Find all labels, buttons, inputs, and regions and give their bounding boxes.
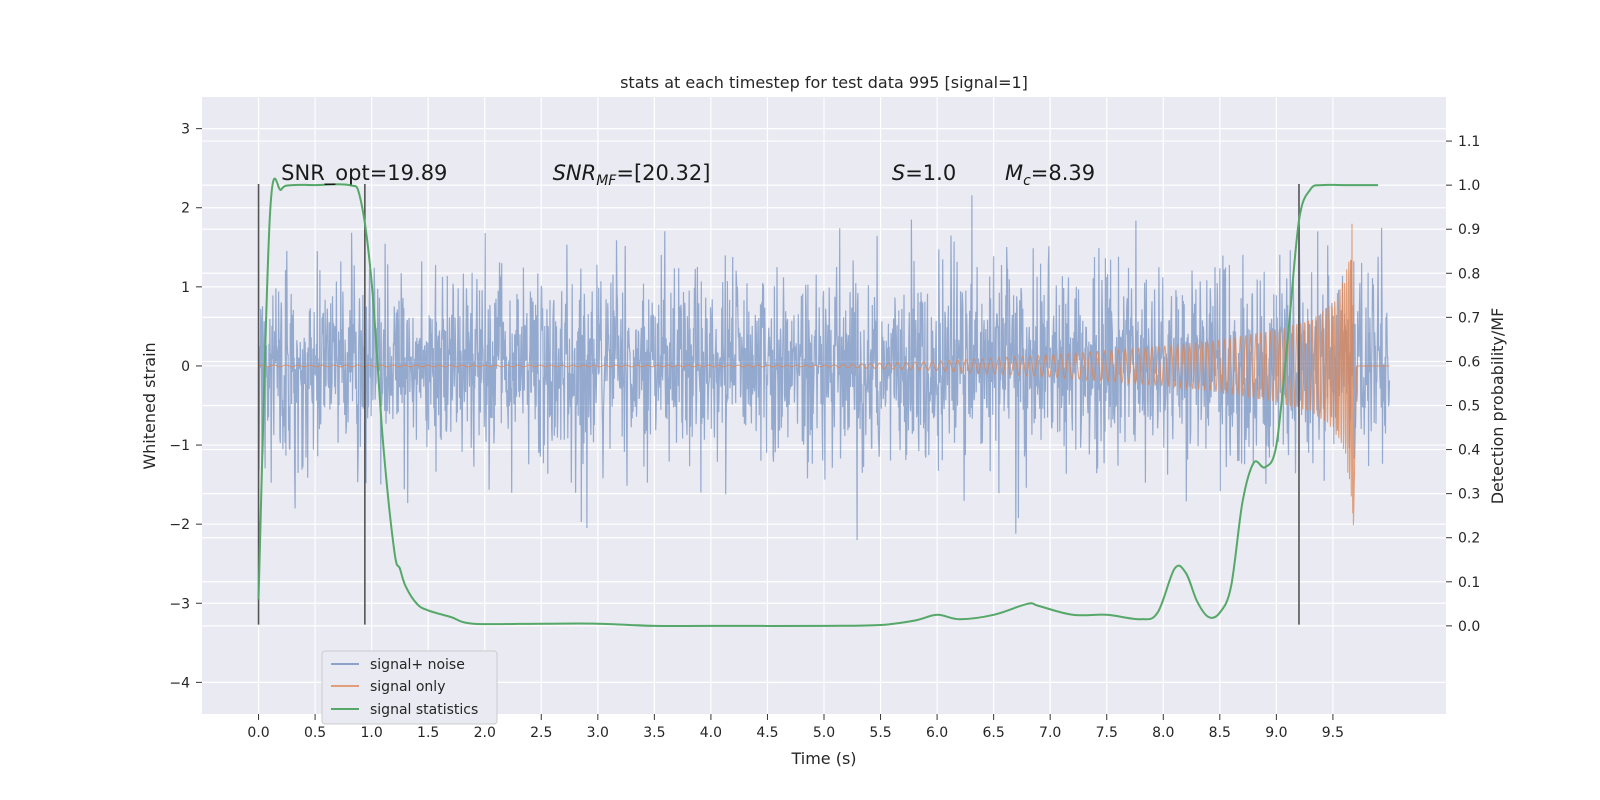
x-tick-label: 5.5 — [869, 725, 891, 741]
annotation-snr-opt: SNR_opt=19.89 — [281, 161, 447, 186]
x-tick-label: 8.5 — [1209, 725, 1231, 741]
series-signal-noise-line — [257, 195, 1391, 541]
vertical-markers — [257, 184, 1300, 625]
y-left-tick-label: −2 — [169, 517, 190, 533]
x-tick-label: 7.0 — [1039, 725, 1061, 741]
y-right-tick-label: 0.9 — [1458, 222, 1480, 238]
y-right-axis-label: Detection probability/MF — [1488, 308, 1507, 505]
annotation-snr-mf-suffix: =[20.32] — [616, 161, 710, 185]
y-left-tick-label: 0 — [181, 359, 190, 375]
y-right-tick-label: 0.3 — [1458, 487, 1480, 503]
x-tick-label: 5.0 — [813, 725, 835, 741]
legend-label-signal-only: signal only — [370, 679, 445, 695]
annotation-snr-mf: SNRMF=[20.32] — [553, 161, 711, 189]
signal-only-series — [258, 223, 1390, 526]
y-right-tick-label: 0.7 — [1458, 310, 1480, 326]
y-right-tick-label: 1.0 — [1458, 178, 1480, 194]
y-left-axis-label: Whitened strain — [140, 342, 159, 469]
y-left-tick-label: −1 — [169, 438, 190, 454]
x-tick-label: 0.5 — [304, 725, 326, 741]
x-tick-label: 3.0 — [587, 725, 609, 741]
y-right-tick-label: 0.8 — [1458, 266, 1480, 282]
y-right-tick-label: 0.0 — [1458, 619, 1480, 635]
x-tick-label: 6.0 — [926, 725, 948, 741]
annotations: SNR_opt=19.89 SNRMF=[20.32] S=1.0 Mc=8.3… — [281, 161, 1095, 189]
y-left-tick-label: 2 — [181, 201, 190, 217]
x-tick-label: 6.5 — [983, 725, 1005, 741]
x-tick-label: 8.0 — [1152, 725, 1174, 741]
y-right-tick-label: 0.4 — [1458, 443, 1480, 459]
x-tick-label: 9.0 — [1265, 725, 1287, 741]
legend-label-signal-statistics: signal statistics — [370, 702, 478, 718]
x-tick-label: 7.5 — [1096, 725, 1118, 741]
annotation-snr-mf-prefix: SNR — [553, 161, 597, 185]
y-right-tick-label: 0.6 — [1458, 354, 1480, 370]
x-tick-label: 9.5 — [1322, 725, 1344, 741]
signal-statistics-series — [257, 177, 1379, 628]
x-tick-label: 1.0 — [361, 725, 383, 741]
x-tick-label: 2.0 — [474, 725, 496, 741]
y-left-tick-label: −4 — [169, 675, 190, 691]
annotation-s-suffix: =1.0 — [905, 161, 956, 185]
annotation-mc-suffix: =8.39 — [1031, 161, 1095, 185]
annotation-s-prefix: S — [892, 161, 905, 185]
y-right-tick-label: 1.1 — [1458, 134, 1480, 150]
signal-noise-series — [257, 195, 1391, 541]
x-axis-ticks: 0.0 0.5 1.0 1.5 2.0 2.5 3.0 3.5 4.0 4.5 5.0 5.5 6.0 6… — [247, 714, 1344, 741]
annotation-mc-prefix: M — [1005, 161, 1023, 185]
y-left-tick-label: −3 — [169, 596, 190, 612]
series-signal-statistics-line — [257, 177, 1379, 628]
x-axis-label: Time (s) — [790, 749, 856, 768]
y-right-axis-ticks: 1.1 1.0 0.9 0.8 0.7 0.6 0.5 0.4 0.3 0.2 0.1 0.0 — [1446, 134, 1480, 635]
annotation-snr-mf-subscript: MF — [596, 173, 617, 189]
legend-box — [321, 650, 498, 725]
series-signal-only-line — [258, 223, 1390, 526]
legend-label-signal-noise: signal+ noise — [370, 657, 465, 673]
y-left-tick-label: 1 — [181, 280, 190, 296]
y-right-tick-label: 0.1 — [1458, 575, 1480, 591]
y-right-tick-label: 0.5 — [1458, 399, 1480, 415]
y-left-axis-ticks: 3 2 1 0 −1 −2 −3 −4 — [169, 122, 202, 691]
x-tick-label: 4.0 — [700, 725, 722, 741]
x-tick-label: 1.5 — [417, 725, 439, 741]
x-tick-label: 3.5 — [643, 725, 665, 741]
x-tick-label: 4.5 — [756, 725, 778, 741]
annotation-mc-subscript: c — [1023, 173, 1031, 189]
x-tick-label: 2.5 — [530, 725, 552, 741]
legend: signal+ noise signal only signal statist… — [321, 650, 498, 725]
annotation-chirp-mass: Mc=8.39 — [1005, 161, 1095, 189]
x-tick-label: 0.0 — [247, 725, 269, 741]
chart-title: stats at each timestep for test data 995… — [620, 73, 1028, 92]
y-right-tick-label: 0.2 — [1458, 531, 1480, 547]
annotation-s-value: S=1.0 — [892, 161, 956, 185]
y-left-tick-label: 3 — [181, 122, 190, 138]
